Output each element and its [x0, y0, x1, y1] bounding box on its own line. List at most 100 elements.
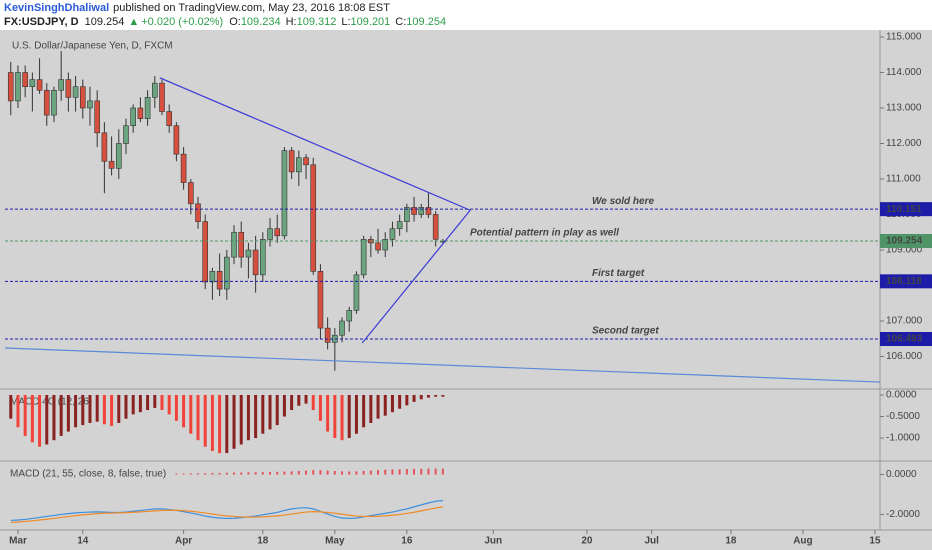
candle-body	[411, 207, 417, 215]
histogram-bar	[304, 394, 308, 404]
histogram-bar	[232, 394, 236, 449]
candle-body	[281, 150, 288, 237]
candle-body	[238, 231, 245, 258]
histogram-bar	[203, 394, 207, 447]
candle-body	[404, 207, 410, 222]
ohlc-value: 109.201	[351, 16, 391, 28]
y-tick-label: 113.000	[886, 103, 922, 114]
candle-body	[72, 86, 79, 98]
pane-title: MACD (21, 55, close, 8, false, true)	[10, 469, 166, 480]
ohlc-key: O:	[229, 16, 241, 28]
candle-body	[324, 327, 331, 343]
histogram-bar	[110, 394, 114, 426]
histogram-bar	[355, 471, 358, 475]
histogram-bar	[196, 394, 200, 441]
candle-body	[130, 107, 136, 127]
candle-body	[432, 214, 439, 240]
histogram-bar	[247, 472, 250, 475]
histogram-bar	[102, 394, 106, 425]
y-tick-label: -2.0000	[886, 509, 920, 520]
histogram-bar	[369, 394, 373, 423]
ohlc-value: 109.234	[241, 16, 281, 28]
x-tick-label: 18	[257, 536, 269, 547]
candle-body	[144, 97, 151, 119]
price-label-box	[880, 233, 932, 248]
histogram-bar	[434, 394, 438, 397]
macd-line	[10, 506, 443, 524]
histogram-bar	[175, 473, 178, 475]
histogram-bar	[160, 394, 164, 411]
histogram-bar	[204, 473, 207, 475]
histogram-bar	[441, 468, 444, 475]
candle-body	[7, 72, 14, 102]
histogram-bar	[146, 394, 150, 411]
candle-body	[209, 271, 216, 283]
histogram-bar	[254, 472, 257, 475]
x-tick-label: May	[325, 536, 345, 547]
candle-body	[166, 111, 172, 127]
histogram-bar	[254, 394, 258, 439]
candle-body	[36, 79, 43, 91]
histogram-bar	[390, 394, 394, 413]
x-tick-label: 15	[869, 536, 881, 547]
published: published on TradingView.com, May 23, 20…	[113, 2, 390, 14]
candle-body	[43, 89, 50, 116]
y-tick-label: 114.000	[886, 67, 922, 78]
histogram-bar	[268, 394, 272, 430]
histogram-bar	[117, 394, 121, 423]
candle-body	[29, 79, 36, 87]
histogram-bar	[167, 394, 171, 415]
candle-body	[188, 182, 194, 205]
histogram-bar	[246, 394, 250, 441]
histogram-bar	[30, 394, 34, 443]
histogram-bar	[269, 471, 272, 475]
histogram-bar	[377, 470, 380, 475]
trend-line	[361, 209, 471, 344]
histogram-bar	[340, 394, 344, 441]
histogram-bar	[311, 394, 315, 411]
histogram-bar	[318, 394, 322, 421]
change-arrow: ▲	[128, 16, 139, 28]
x-tick-label: Apr	[175, 536, 192, 547]
price-label-box	[880, 274, 932, 289]
candle-body	[310, 164, 317, 272]
histogram-bar	[305, 470, 308, 475]
candle-body	[202, 221, 209, 283]
histogram-bar	[275, 394, 279, 426]
candle-body	[101, 132, 108, 162]
histogram-bar	[419, 394, 423, 400]
candle-body	[15, 72, 21, 102]
histogram-bar	[189, 394, 193, 434]
histogram-bar	[362, 470, 365, 475]
author[interactable]: KevinSinghDhaliwal	[4, 2, 109, 14]
histogram-bar	[38, 394, 42, 447]
candle-body	[231, 231, 237, 258]
candle-body	[346, 310, 353, 322]
histogram-bar	[413, 468, 416, 475]
y-tick-label: 109.000	[886, 245, 923, 256]
x-tick-label: Mar	[9, 536, 27, 547]
y-tick-label: 0.0000	[886, 469, 917, 480]
histogram-bar	[52, 394, 56, 441]
histogram-bar	[240, 472, 243, 475]
annotation: Second target	[592, 326, 659, 337]
histogram-bar	[189, 473, 192, 475]
histogram-bar	[326, 394, 330, 432]
candle-body	[339, 320, 345, 336]
candle-body	[115, 143, 122, 169]
histogram-bar	[290, 471, 293, 475]
histogram-bar	[282, 394, 286, 417]
x-tick-label: 16	[401, 536, 413, 547]
annotation: We sold here	[592, 196, 654, 207]
candle-body	[224, 256, 230, 290]
histogram-bar	[81, 394, 85, 426]
candle-body	[137, 107, 144, 119]
y-tick-label: 111.000	[886, 174, 921, 185]
candle-body	[245, 249, 252, 258]
histogram-bar	[383, 394, 387, 416]
candle-body	[79, 86, 86, 109]
histogram-bar	[362, 394, 366, 428]
histogram-bar	[233, 472, 236, 475]
histogram-bar	[66, 394, 70, 432]
ohlc-key: H:	[286, 16, 297, 28]
